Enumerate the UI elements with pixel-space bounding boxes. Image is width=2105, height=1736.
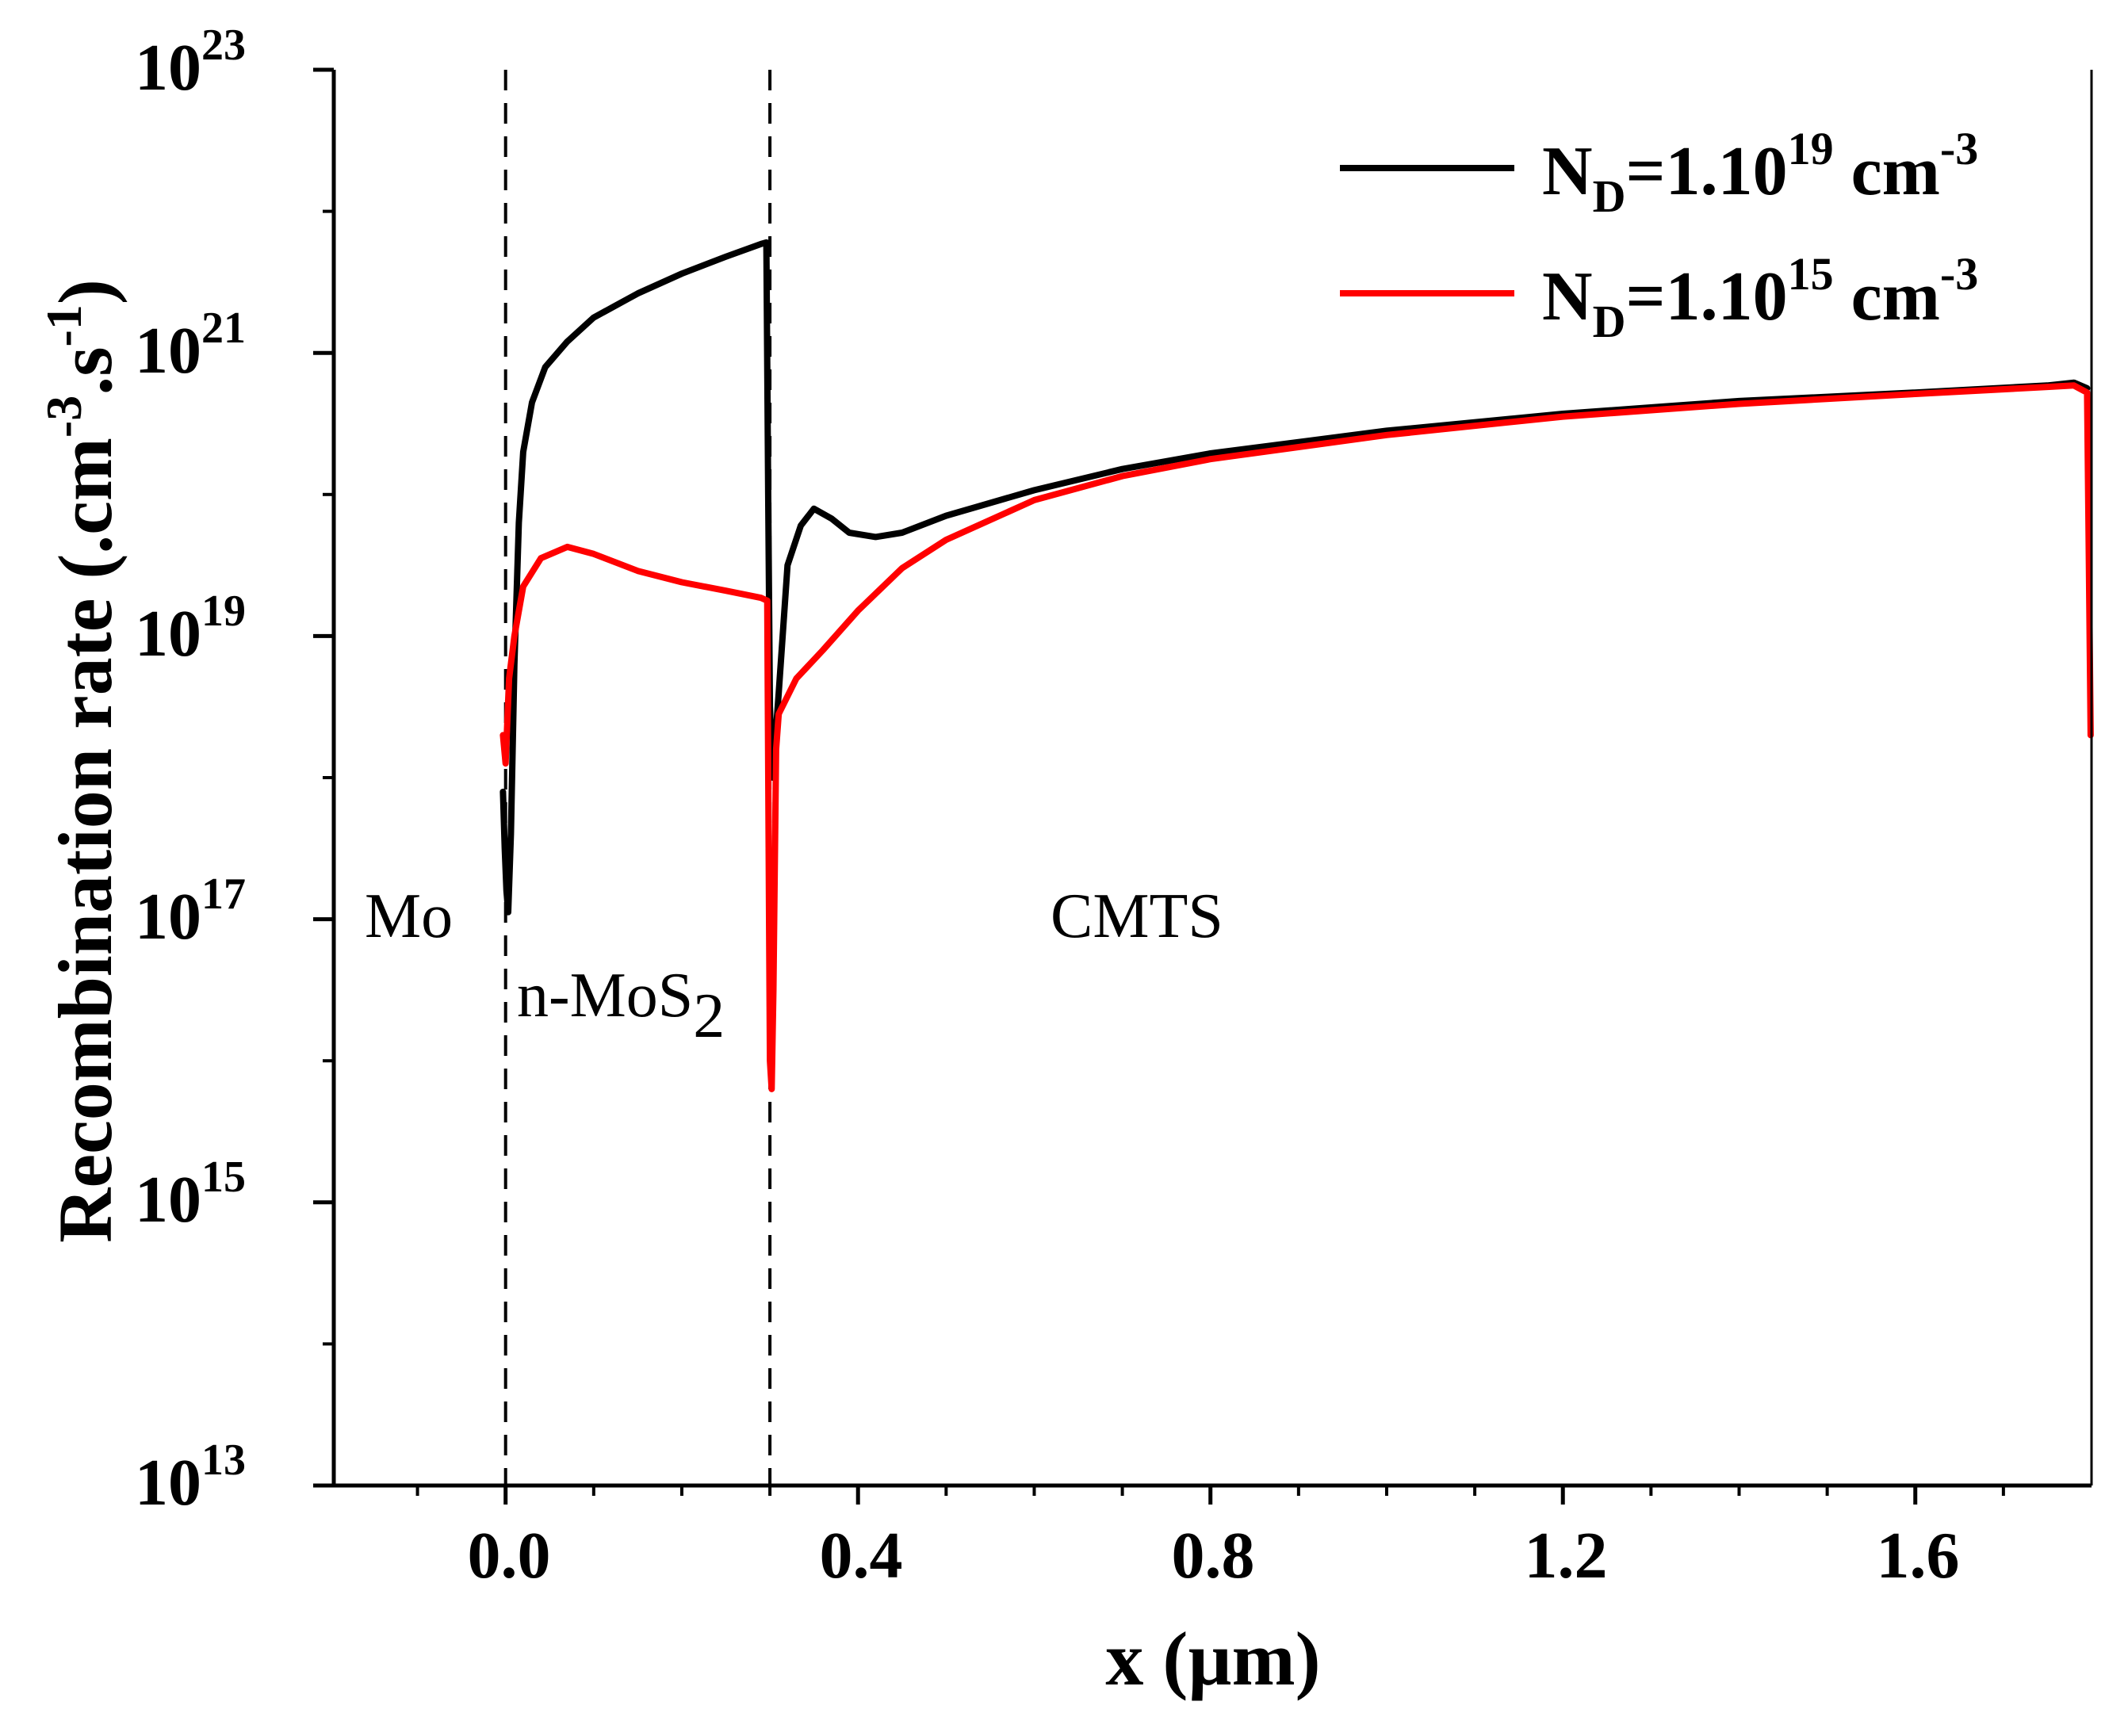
- y-tick-label-1e13: 1013: [135, 1436, 246, 1520]
- series-line-1: [499, 382, 2094, 1092]
- y-tick-label-1e15: 1015: [135, 1153, 246, 1237]
- x-tick-label-1: 0.4: [820, 1519, 903, 1593]
- x-tick-label-2: 0.8: [1172, 1519, 1255, 1593]
- x-tick-label-0: 0.0: [468, 1519, 551, 1593]
- y-tick-label-1e23: 1023: [135, 21, 246, 105]
- x-axis-title: x (µm): [1105, 1616, 1320, 1701]
- x-tick-label-3: 1.2: [1525, 1519, 1608, 1593]
- y-axis-title: Recombination rate (.cm-3.s-1): [36, 279, 128, 1243]
- region-label-cmts: CMTS: [1051, 881, 1223, 951]
- region-label-mo: Mo: [365, 881, 453, 951]
- y-tick-label-1e19: 1019: [135, 587, 246, 671]
- legend-label-nd-1e15: ND=1.1015 cm-3: [1542, 248, 1978, 347]
- y-tick-label-1e21: 1021: [135, 304, 246, 388]
- x-ticks: [415, 1486, 2005, 1505]
- x-tick-label-4: 1.6: [1877, 1519, 1960, 1593]
- y-tick-labels: 1013 1015 1017 1019 1021 1023: [135, 21, 246, 1520]
- y-tick-label-1e17: 1017: [135, 870, 246, 954]
- series-lines: [499, 239, 2094, 1092]
- legend: ND=1.1019 cm-3 ND=1.1015 cm-3: [1340, 123, 1978, 347]
- x-tick-labels: 0.0 0.4 0.8 1.2 1.6: [468, 1519, 1960, 1593]
- region-label-n-mos2: n-MoS2: [517, 961, 725, 1051]
- legend-label-nd-1e19: ND=1.1019 cm-3: [1542, 123, 1978, 222]
- series-line-0: [499, 239, 2091, 916]
- y-ticks: [313, 67, 334, 1488]
